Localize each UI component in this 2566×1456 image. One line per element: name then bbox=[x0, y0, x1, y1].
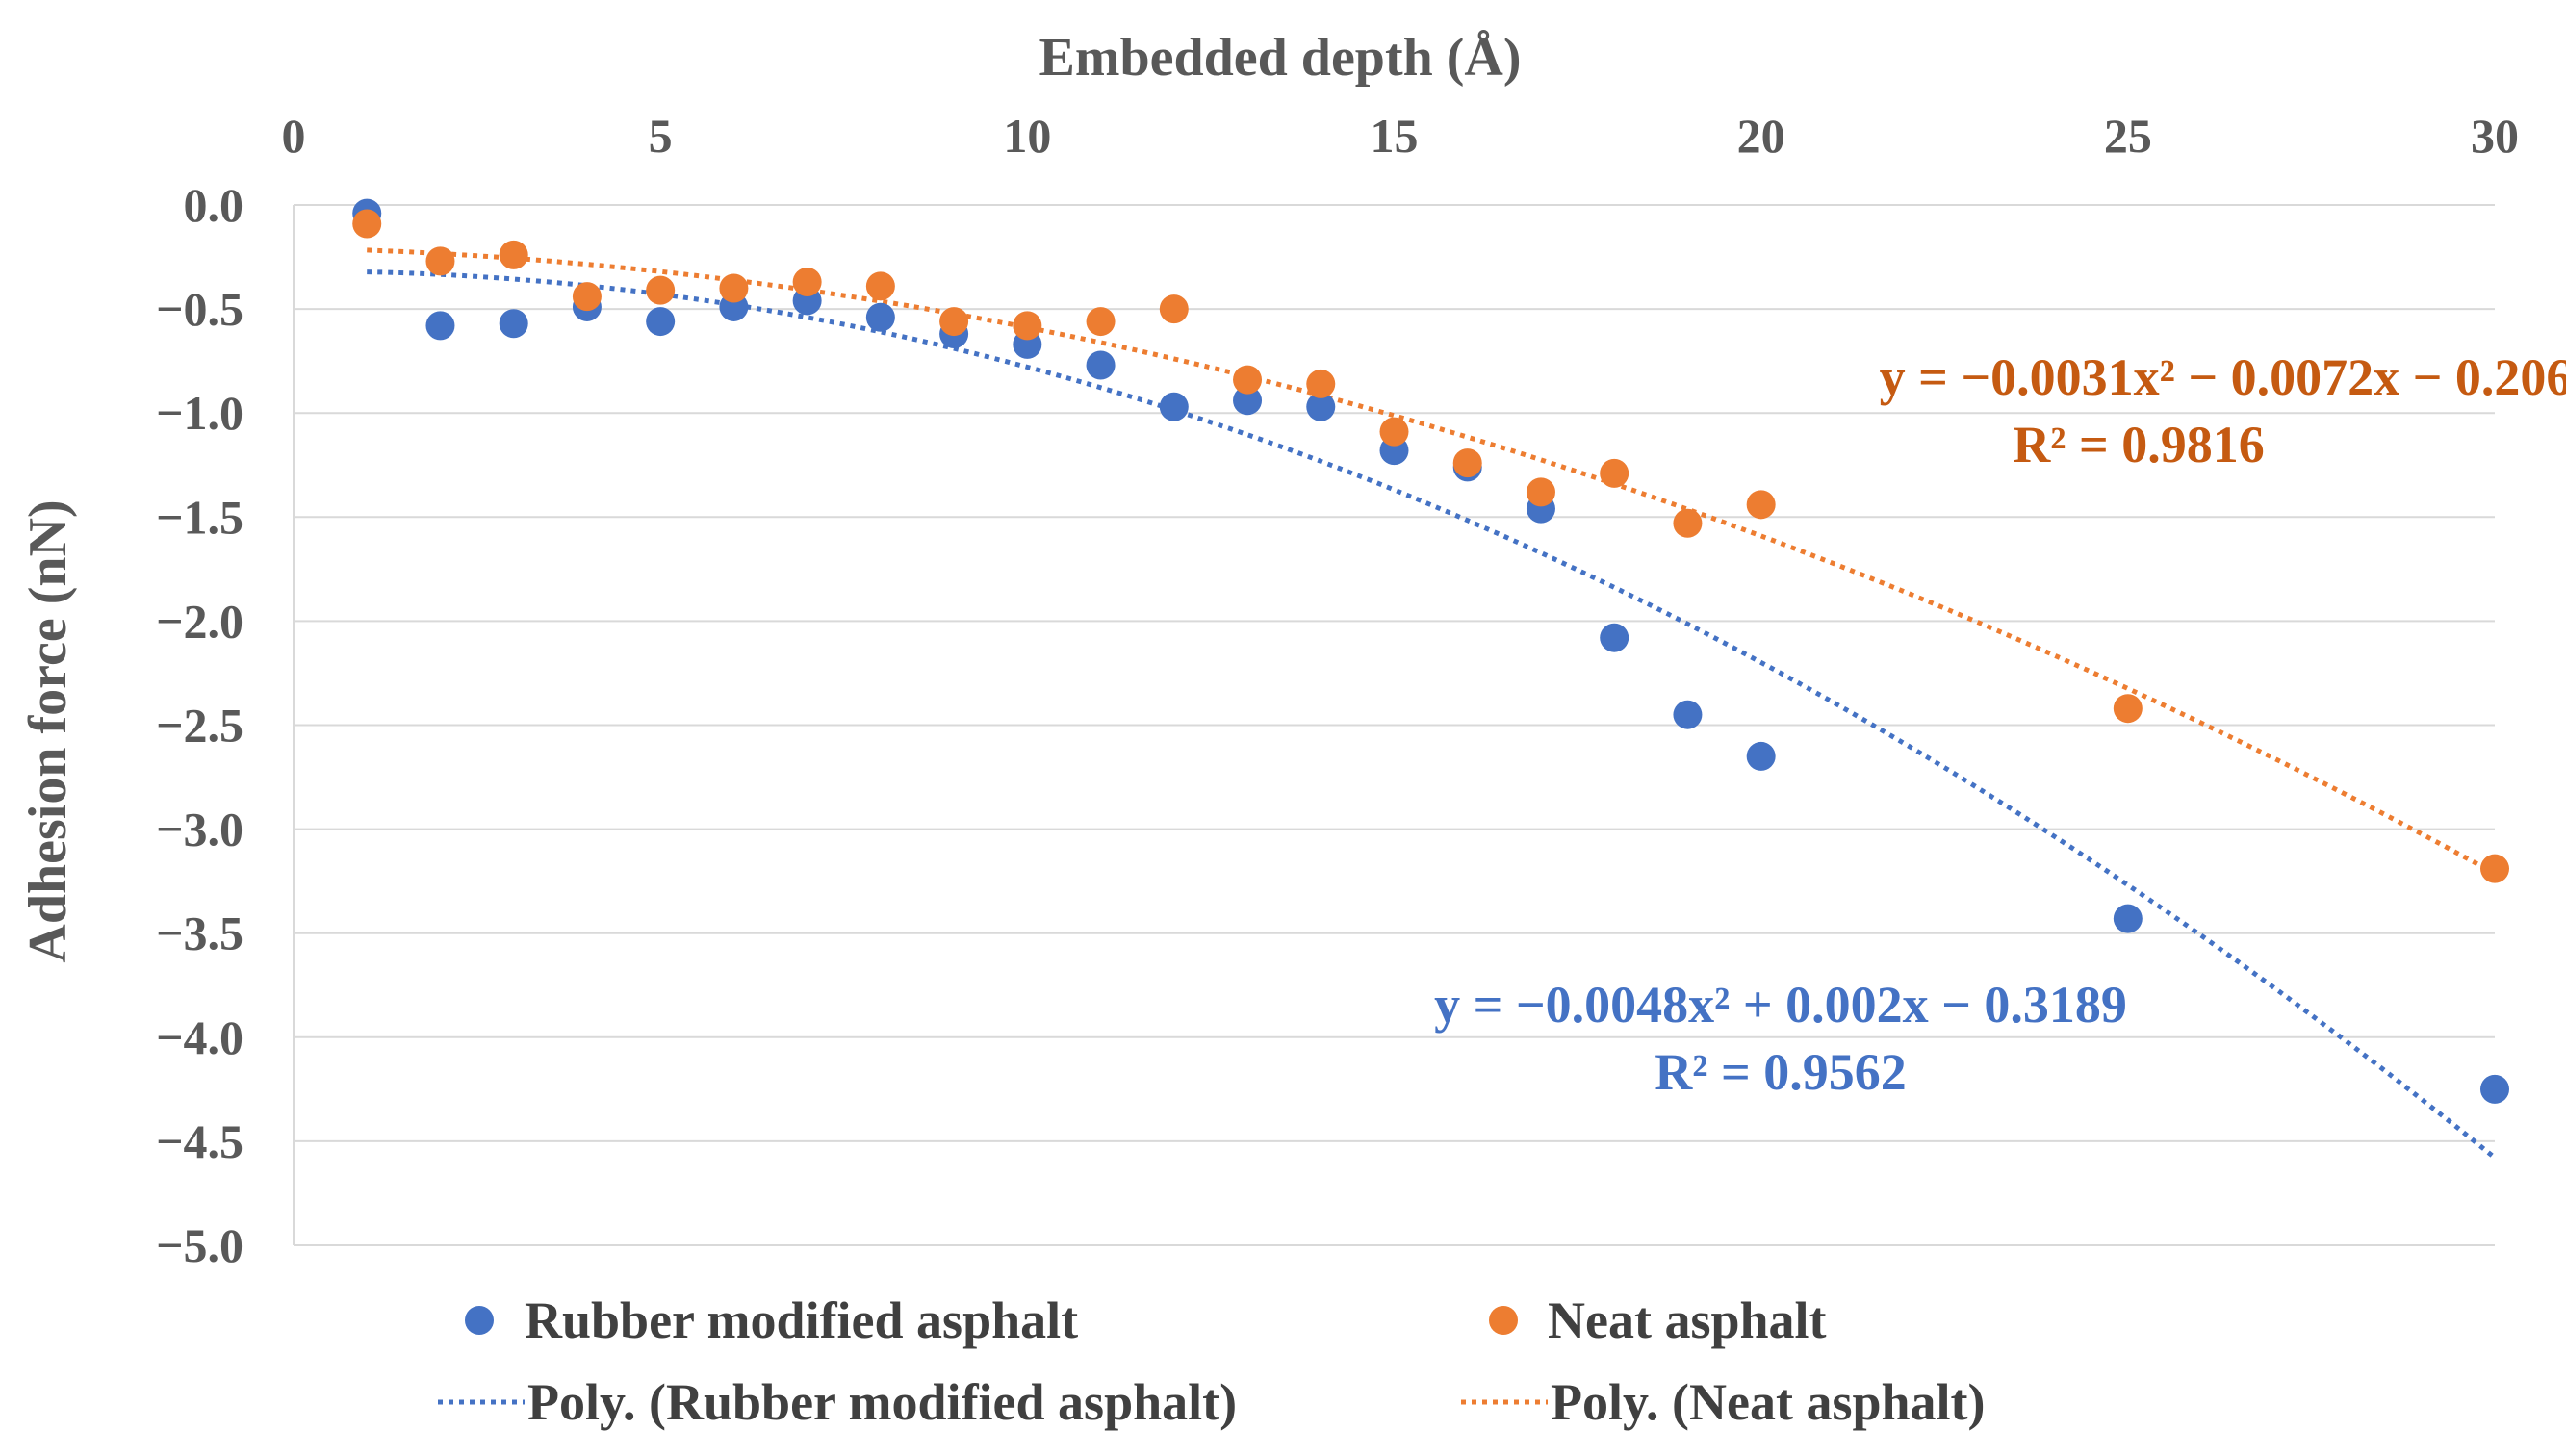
x-tick-label: 10 bbox=[1003, 109, 1051, 163]
y-tick-label: −1.5 bbox=[156, 490, 244, 544]
neat-data-point bbox=[499, 240, 528, 269]
legend-rubber-label: Rubber modified asphalt bbox=[525, 1291, 1078, 1349]
data-points bbox=[352, 198, 2509, 1104]
neat-data-point bbox=[646, 275, 676, 305]
rubber-data-point bbox=[1746, 741, 1776, 771]
rubber-data-point bbox=[1673, 700, 1703, 729]
y-tick-label: −4.0 bbox=[156, 1010, 244, 1064]
rubber-data-point bbox=[499, 309, 528, 339]
y-axis-ticks: 0.0 −0.5 −1.0 −1.5 −2.0 −2.5 −3.0 −3.5 −4.0 −4.5 −… bbox=[156, 178, 244, 1272]
x-tick-label: 20 bbox=[1737, 109, 1785, 163]
rubber-data-point bbox=[1306, 392, 1336, 421]
legend: Rubber modified asphalt Neat asphalt Pol… bbox=[438, 1291, 1986, 1431]
neat-data-point bbox=[865, 271, 895, 301]
y-tick-label: −1.0 bbox=[156, 386, 244, 440]
neat-data-point bbox=[1452, 448, 1482, 478]
neat-data-point bbox=[1526, 477, 1555, 507]
rubber-data-point bbox=[1600, 623, 1629, 652]
rubber-data-point bbox=[425, 311, 455, 341]
legend-neat-label: Neat asphalt bbox=[1548, 1291, 1827, 1349]
trendlines bbox=[367, 247, 2497, 1160]
legend-neat-marker bbox=[1489, 1306, 1518, 1335]
y-tick-label: −2.5 bbox=[156, 699, 244, 753]
neat-data-point bbox=[1233, 365, 1263, 395]
y-tick-label: −0.5 bbox=[156, 282, 244, 336]
neat-trendline bbox=[367, 247, 2497, 876]
neat-data-point bbox=[1086, 307, 1116, 337]
neat-data-point bbox=[2113, 694, 2143, 724]
neat-data-point bbox=[1379, 417, 1409, 447]
y-tick-label: 0.0 bbox=[184, 178, 244, 232]
rubber-data-point bbox=[1159, 392, 1189, 421]
neat-data-point bbox=[1746, 490, 1776, 520]
legend-neat-trend-label: Poly. (Neat asphalt) bbox=[1551, 1373, 1986, 1431]
x-tick-label: 30 bbox=[2471, 109, 2519, 163]
y-axis-title: Adhesion force (nN) bbox=[18, 499, 78, 962]
y-tick-label: −5.0 bbox=[156, 1218, 244, 1272]
neat-data-point bbox=[572, 282, 602, 312]
neat-data-point bbox=[1673, 508, 1703, 538]
rubber-data-point bbox=[1086, 350, 1116, 380]
x-tick-label: 0 bbox=[282, 109, 306, 163]
neat-data-point bbox=[1306, 369, 1336, 398]
x-tick-label: 5 bbox=[649, 109, 673, 163]
legend-rubber-marker bbox=[465, 1306, 494, 1335]
rubber-data-point bbox=[2480, 1074, 2509, 1104]
neat-data-point bbox=[2480, 854, 2509, 883]
x-axis-ticks: 0 5 10 15 20 25 30 bbox=[282, 109, 2520, 163]
neat-data-point bbox=[719, 273, 749, 303]
y-tick-label: −3.0 bbox=[156, 803, 244, 856]
neat-equation: y = −0.0031x² − 0.0072x − 0.2067 bbox=[1880, 348, 2566, 406]
x-axis-title: Embedded depth (Å) bbox=[1039, 28, 1522, 88]
neat-data-point bbox=[352, 209, 382, 239]
rubber-equation: y = −0.0048x² + 0.002x − 0.3189 bbox=[1434, 976, 2127, 1034]
neat-data-point bbox=[1600, 458, 1629, 488]
legend-rubber-trend-label: Poly. (Rubber modified asphalt) bbox=[527, 1373, 1237, 1431]
neat-data-point bbox=[939, 307, 969, 337]
y-tick-label: −3.5 bbox=[156, 907, 244, 960]
y-tick-label: −4.5 bbox=[156, 1114, 244, 1168]
rubber-data-point bbox=[865, 302, 895, 332]
neat-data-point bbox=[425, 246, 455, 276]
neat-data-point bbox=[1159, 294, 1189, 324]
neat-data-point bbox=[1013, 311, 1042, 341]
rubber-data-point bbox=[1233, 386, 1263, 416]
rubber-r2: R² = 0.9562 bbox=[1655, 1043, 1906, 1101]
x-tick-label: 25 bbox=[2104, 109, 2152, 163]
rubber-data-point bbox=[646, 307, 676, 337]
y-tick-label: −2.0 bbox=[156, 594, 244, 648]
neat-r2: R² = 0.9816 bbox=[2013, 416, 2264, 473]
neat-data-point bbox=[792, 267, 822, 296]
rubber-data-point bbox=[2113, 904, 2143, 933]
x-tick-label: 15 bbox=[1371, 109, 1419, 163]
